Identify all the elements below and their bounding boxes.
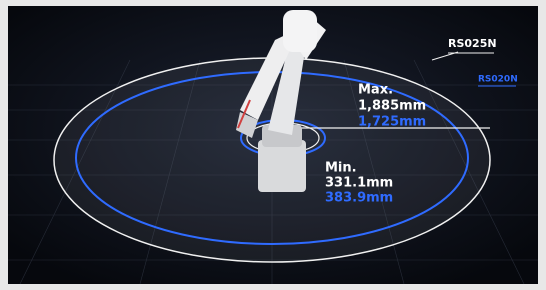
outer-model-label: RS025N	[448, 37, 497, 50]
max-inner-value: 1,725mm	[358, 115, 426, 130]
max-title: Max.	[358, 83, 393, 98]
min-inner-value: 383.9mm	[325, 191, 393, 206]
page: RS025N RS020N Max. 1,885mm 1,725mm Min. …	[0, 0, 546, 290]
inner-model-label: RS020N	[478, 75, 518, 85]
min-title: Min.	[325, 161, 357, 176]
diagram: RS025N RS020N Max. 1,885mm 1,725mm Min. …	[0, 0, 546, 290]
max-outer-value: 1,885mm	[358, 99, 426, 114]
min-outer-value: 331.1mm	[325, 176, 393, 191]
